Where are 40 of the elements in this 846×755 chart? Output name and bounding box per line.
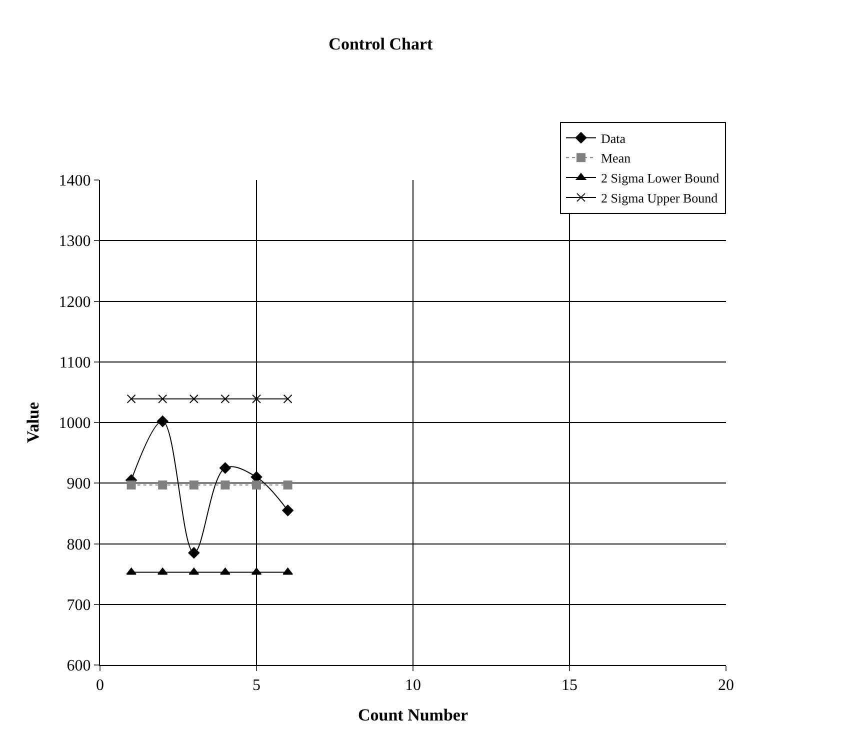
y-axis-title: Value (23, 402, 42, 443)
y-tick-label: 800 (66, 536, 91, 554)
y-tick-label: 1200 (58, 294, 91, 311)
point (126, 568, 136, 575)
point (156, 416, 168, 427)
point (252, 394, 261, 404)
point (188, 547, 200, 559)
x-tick-label: 20 (718, 677, 734, 694)
point (126, 480, 136, 490)
point (252, 480, 261, 490)
point (189, 480, 198, 490)
point (282, 568, 293, 575)
point (220, 480, 230, 490)
legend-label: Mean (601, 150, 632, 166)
point (283, 480, 292, 490)
x-axis-title: Count Number (358, 706, 468, 725)
point (158, 394, 168, 404)
y-tick-label: 1300 (58, 233, 91, 250)
legend-label: 2 Sigma Upper Bound (601, 190, 718, 206)
x-tick-label: 5 (252, 677, 260, 694)
y-tick-label: 900 (66, 476, 91, 493)
y-tick-label: 1000 (58, 415, 91, 432)
point (189, 394, 198, 404)
chart-title: Control Chart (328, 34, 434, 54)
x-tick-label: 10 (405, 677, 421, 694)
x-tick-label: 15 (562, 677, 578, 694)
point (220, 462, 231, 474)
legend-label: 2 Sigma Lower Bound (601, 170, 720, 186)
point (220, 568, 230, 575)
point (158, 480, 168, 490)
point (282, 504, 294, 516)
legend-label: Data (601, 130, 626, 146)
point (126, 394, 136, 404)
y-tick-label: 1100 (59, 354, 91, 372)
x-tick-label: 0 (96, 677, 104, 694)
point (283, 394, 292, 404)
y-tick-label: 1400 (58, 172, 91, 190)
point (220, 394, 230, 404)
y-tick-label: 600 (66, 658, 91, 675)
y-tick-label: 700 (66, 596, 91, 614)
